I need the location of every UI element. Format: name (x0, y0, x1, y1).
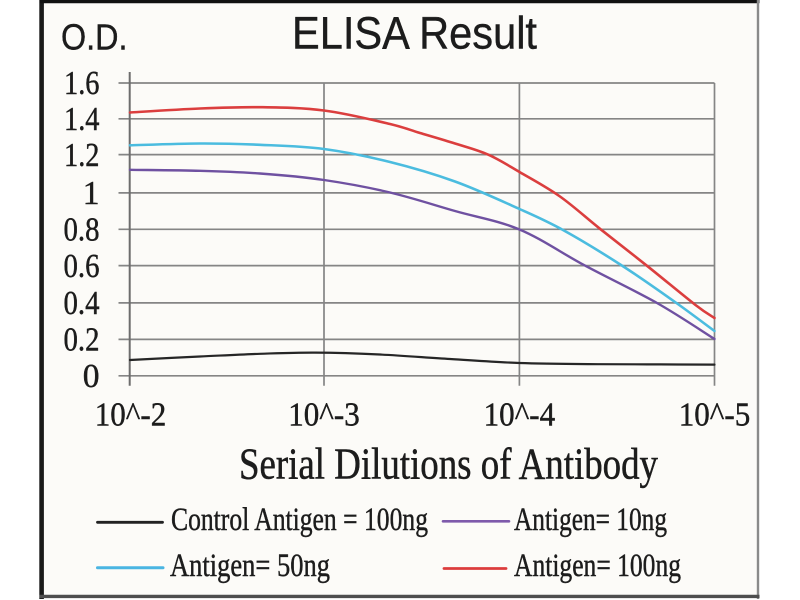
svg-text:10^-4: 10^-4 (484, 397, 556, 434)
svg-text:Antigen= 10ng: Antigen= 10ng (514, 502, 667, 538)
svg-text:1: 1 (83, 175, 100, 212)
svg-text:Antigen= 50ng: Antigen= 50ng (170, 548, 330, 584)
svg-text:0.4: 0.4 (64, 285, 100, 322)
svg-text:O.D.: O.D. (61, 16, 128, 57)
svg-text:Antigen= 100ng: Antigen= 100ng (514, 548, 681, 584)
svg-text:10^-2: 10^-2 (95, 397, 167, 434)
svg-text:0: 0 (83, 358, 100, 395)
svg-text:0.2: 0.2 (64, 322, 100, 359)
svg-text:10^-3: 10^-3 (288, 397, 360, 434)
svg-text:1.2: 1.2 (64, 137, 100, 174)
svg-text:1.6: 1.6 (64, 65, 100, 102)
svg-text:Serial Dilutions of Antibody: Serial Dilutions of Antibody (239, 439, 659, 489)
svg-text:1.4: 1.4 (64, 101, 100, 138)
svg-text:10^-5: 10^-5 (679, 397, 751, 434)
svg-text:ELISA Result: ELISA Result (292, 8, 537, 59)
svg-text:Control Antigen = 100ng: Control Antigen = 100ng (171, 502, 428, 538)
svg-text:0.8: 0.8 (64, 212, 100, 249)
svg-text:0.6: 0.6 (64, 248, 100, 285)
